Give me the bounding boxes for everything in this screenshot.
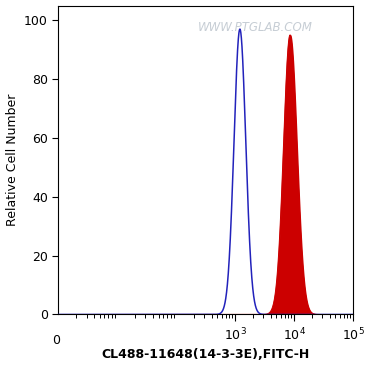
- Y-axis label: Relative Cell Number: Relative Cell Number: [6, 94, 18, 226]
- X-axis label: CL488-11648(14-3-3E),FITC-H: CL488-11648(14-3-3E),FITC-H: [102, 348, 310, 361]
- Text: WWW.PTGLAB.COM: WWW.PTGLAB.COM: [198, 21, 313, 34]
- Text: 0: 0: [52, 334, 60, 347]
